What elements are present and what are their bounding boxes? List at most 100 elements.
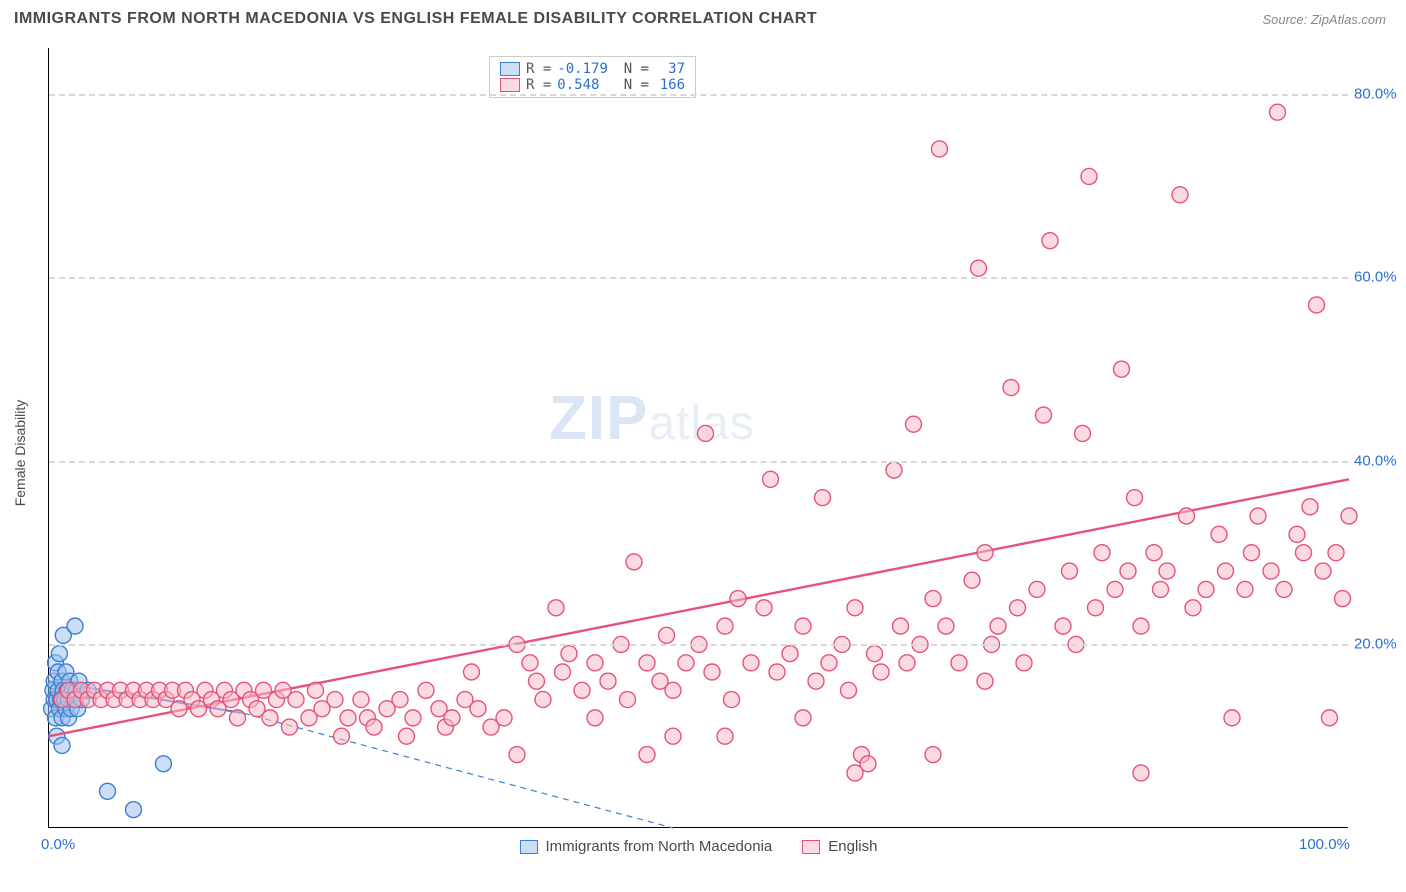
point-en [717,728,733,744]
point-en [1146,545,1162,561]
point-en [756,600,772,616]
point-en [1185,600,1201,616]
point-en [659,627,675,643]
point-en [1315,563,1331,579]
point-en [353,692,369,708]
legend-item-en: English [802,838,877,855]
legend-label-nm: Immigrants from North Macedonia [546,838,773,855]
point-en [665,728,681,744]
legend-stats-row-nm: R = -0.179 N = 37 [500,61,685,77]
point-en [932,141,948,157]
swatch-en-bottom [802,840,820,854]
x-tick-label: 0.0% [41,836,75,853]
chart-title: IMMIGRANTS FROM NORTH MACEDONIA VS ENGLI… [14,10,817,28]
point-en [587,655,603,671]
legend-series: Immigrants from North Macedonia English [49,838,1348,855]
point-en [1237,581,1253,597]
point-en [587,710,603,726]
point-en [1003,380,1019,396]
point-en [1270,104,1286,120]
point-nm [67,618,83,634]
source-credit: Source: ZipAtlas.com [1262,12,1386,27]
point-en [418,682,434,698]
point-en [509,747,525,763]
point-en [1075,425,1091,441]
point-en [769,664,785,680]
legend-label-en: English [828,838,877,855]
point-en [1120,563,1136,579]
point-en [977,673,993,689]
point-en [1042,233,1058,249]
point-en [1276,581,1292,597]
point-en [444,710,460,726]
y-tick-label: 40.0% [1354,452,1398,469]
point-en [1263,563,1279,579]
point-en [906,416,922,432]
point-nm [155,756,171,772]
gridline [49,277,1348,279]
point-nm [54,737,70,753]
stat-n-label: N = [615,77,649,93]
point-en [1016,655,1032,671]
point-en [867,646,883,662]
point-en [847,765,863,781]
legend-item-nm: Immigrants from North Macedonia [520,838,773,855]
point-en [470,701,486,717]
point-en [971,260,987,276]
gridline [49,644,1348,646]
point-en [665,682,681,698]
point-en [308,682,324,698]
point-en [1133,765,1149,781]
point-en [464,664,480,680]
point-en [1010,600,1026,616]
point-en [366,719,382,735]
point-en [555,664,571,680]
point-en [717,618,733,634]
point-en [1127,490,1143,506]
point-en [1322,710,1338,726]
plot-area: ZIPatlas R = -0.179 N = 37 R = 0.548 N =… [48,48,1348,828]
swatch-nm-bottom [520,840,538,854]
point-en [678,655,694,671]
point-en [841,682,857,698]
point-en [743,655,759,671]
point-en [704,664,720,680]
y-tick-label: 20.0% [1354,636,1398,653]
swatch-en [500,78,520,92]
point-en [1153,581,1169,597]
point-en [795,710,811,726]
point-nm [126,802,142,818]
point-en [600,673,616,689]
y-tick-label: 80.0% [1354,85,1398,102]
page-header: IMMIGRANTS FROM NORTH MACEDONIA VS ENGLI… [0,0,1406,28]
point-en [1224,710,1240,726]
gridline [49,461,1348,463]
stat-r-nm: -0.179 [557,61,609,77]
y-axis-label: Female Disability [12,400,28,507]
point-en [821,655,837,671]
point-en [496,710,512,726]
point-en [977,545,993,561]
point-en [1244,545,1260,561]
stat-n-nm: 37 [655,61,685,77]
legend-stats: R = -0.179 N = 37 R = 0.548 N = 166 [489,56,696,98]
point-en [847,600,863,616]
point-en [1309,297,1325,313]
point-en [886,462,902,478]
point-en [1341,508,1357,524]
point-en [1036,407,1052,423]
point-en [795,618,811,634]
stat-n-en: 166 [655,77,685,93]
point-en [730,591,746,607]
point-en [1179,508,1195,524]
stat-r-label: R = [526,61,551,77]
point-en [639,747,655,763]
point-en [548,600,564,616]
point-en [1289,526,1305,542]
point-en [262,710,278,726]
point-en [1062,563,1078,579]
point-en [815,490,831,506]
point-en [288,692,304,708]
legend-stats-row-en: R = 0.548 N = 166 [500,77,685,93]
stat-n-label: N = [615,61,649,77]
